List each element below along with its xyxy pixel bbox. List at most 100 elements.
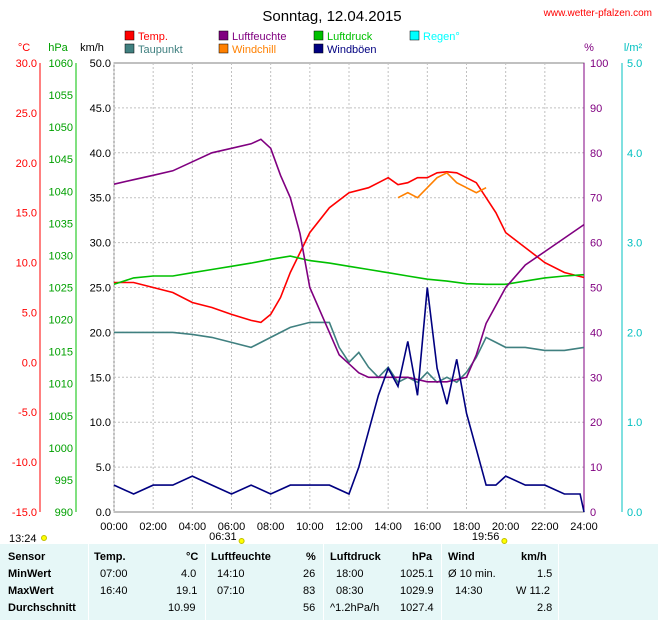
rain-unit-label: l/m² xyxy=(624,42,643,54)
series-line xyxy=(113,138,585,383)
header-sensor: Sensor xyxy=(8,551,46,563)
temp-value: 4.0 xyxy=(181,568,197,580)
legend-swatch xyxy=(124,43,135,54)
row-label: MinWert xyxy=(8,568,52,580)
header-pressure: Luftdruck xyxy=(330,551,381,563)
pressure-tick-label: 1035 xyxy=(49,218,73,230)
sun-icon xyxy=(501,538,508,544)
humidity-value: 83 xyxy=(303,585,316,597)
pressure-tick-label: 995 xyxy=(55,475,73,487)
weather-chart: Sonntag, 12.04.2015 www.wetter-pfalzen.c… xyxy=(9,8,652,544)
humidity-value: 26 xyxy=(303,568,316,580)
pressure-tick-label: 1040 xyxy=(49,186,73,198)
sun-time-label: 19:56 xyxy=(472,531,500,543)
pressure-value: 1025.1 xyxy=(400,568,434,580)
wind-tick-label: 30.0 xyxy=(90,238,111,250)
temp-tick-label: 25.0 xyxy=(16,108,37,120)
chart-title: Sonntag, 12.04.2015 xyxy=(262,8,401,25)
wind-tick-label: 20.0 xyxy=(90,327,111,339)
sun-icon xyxy=(238,538,245,544)
rain-tick-label: 1.0 xyxy=(627,417,642,429)
x-tick-label: 16:00 xyxy=(414,521,442,533)
legend-swatch xyxy=(218,30,229,41)
header-humidity: Luftfeuchte xyxy=(211,551,271,563)
humidity-tick-label: 90 xyxy=(590,103,602,115)
legend-label: Windchill xyxy=(232,44,276,56)
pressure-unit-label: hPa xyxy=(48,42,68,54)
legend-label: Luftdruck xyxy=(327,31,373,43)
legend-swatch xyxy=(124,30,135,41)
pressure-tick-label: 1060 xyxy=(49,58,73,70)
humidity-tick-label: 70 xyxy=(590,193,602,205)
header-pressure-unit: hPa xyxy=(412,551,433,563)
wind-tick-label: 35.0 xyxy=(90,193,111,205)
humidity-unit-label: % xyxy=(584,42,594,54)
temp-unit-label: °C xyxy=(18,42,30,54)
sun-icon xyxy=(41,535,47,541)
series-line xyxy=(114,170,585,324)
x-tick-label: 24:00 xyxy=(570,521,598,533)
sun-time-label: 06:31 xyxy=(209,531,237,543)
x-tick-label: 04:00 xyxy=(179,521,207,533)
wind-tick-label: 5.0 xyxy=(96,462,111,474)
x-tick-label: 18:00 xyxy=(453,521,481,533)
pressure-tick-label: 990 xyxy=(55,507,73,519)
stats-row-avg: Durchschnitt 10.99 56 ^1.2hPa/h 1027.4 2… xyxy=(0,602,658,618)
humidity-tick-label: 10 xyxy=(590,462,602,474)
series-line xyxy=(397,171,487,199)
statistics-table: Sensor Temp. °C Luftfeuchte % Luftdruck … xyxy=(0,544,658,620)
header-humidity-unit: % xyxy=(306,551,316,563)
pressure-tick-label: 1045 xyxy=(49,154,73,166)
humidity-value: 56 xyxy=(303,602,316,614)
wind-time: Ø 10 min. xyxy=(448,568,496,580)
pressure-value: 1027.4 xyxy=(400,602,434,614)
wind-tick-label: 0.0 xyxy=(96,507,111,519)
pressure-tick-label: 1000 xyxy=(49,443,73,455)
x-tick-label: 20:00 xyxy=(492,521,520,533)
legend-label: Windböen xyxy=(327,44,377,56)
series-lines xyxy=(113,138,585,513)
pressure-tick-label: 1050 xyxy=(49,122,73,134)
x-tick-label: 06:00 xyxy=(218,521,246,533)
pressure-tick-label: 1015 xyxy=(49,347,73,359)
pressure-value: 1029.9 xyxy=(400,585,434,597)
temp-tick-label: -15.0 xyxy=(12,507,37,519)
temp-tick-label: 5.0 xyxy=(22,307,37,319)
humidity-time: 07:10 xyxy=(217,585,245,597)
x-tick-label: 02:00 xyxy=(139,521,167,533)
legend-swatch xyxy=(409,30,420,41)
legend-swatch xyxy=(313,43,324,54)
wind-tick-label: 40.0 xyxy=(90,148,111,160)
humidity-tick-label: 20 xyxy=(590,417,602,429)
wind-tick-label: 10.0 xyxy=(90,417,111,429)
humidity-tick-label: 40 xyxy=(590,327,602,339)
temp-tick-label: 30.0 xyxy=(16,58,37,70)
wind-tick-label: 50.0 xyxy=(90,58,111,70)
x-tick-label: 10:00 xyxy=(296,521,324,533)
header-wind: Wind xyxy=(448,551,475,563)
legend-swatch xyxy=(218,43,229,54)
source-link[interactable]: www.wetter-pfalzen.com xyxy=(543,8,652,19)
pressure-tick-label: 1025 xyxy=(49,283,73,295)
temp-tick-label: -5.0 xyxy=(18,407,37,419)
legend-swatch xyxy=(313,30,324,41)
pressure-tick-label: 1010 xyxy=(49,379,73,391)
stats-header-row: Sensor Temp. °C Luftfeuchte % Luftdruck … xyxy=(0,551,658,567)
x-tick-label: 12:00 xyxy=(335,521,363,533)
stats-row-max: MaxWert 16:40 19.1 07:10 83 08:30 1029.9… xyxy=(0,585,658,601)
humidity-tick-label: 80 xyxy=(590,148,602,160)
temp-time: 07:00 xyxy=(100,568,128,580)
pressure-tick-label: 1030 xyxy=(49,250,73,262)
pressure-tick-label: 1020 xyxy=(49,315,73,327)
x-tick-label: 22:00 xyxy=(531,521,559,533)
sun-markers: 13:24 06:31 19:56 xyxy=(9,531,508,544)
stats-row-min: MinWert 07:00 4.0 14:10 26 18:00 1025.1 … xyxy=(0,568,658,584)
temp-value: 10.99 xyxy=(168,602,196,614)
header-temp-unit: °C xyxy=(186,551,199,563)
humidity-tick-label: 60 xyxy=(590,238,602,250)
wind-time: 14:30 xyxy=(455,585,483,597)
x-tick-label: 00:00 xyxy=(100,521,128,533)
legend-label: Luftfeuchte xyxy=(232,31,286,43)
series-line xyxy=(114,321,585,384)
